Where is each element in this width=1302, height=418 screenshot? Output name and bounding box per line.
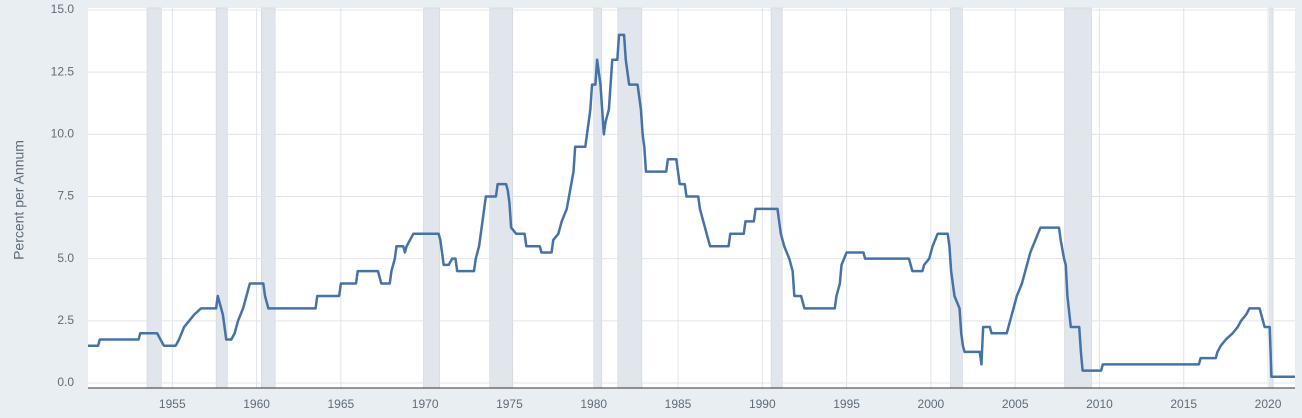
x-tick-label: 1980 <box>580 397 607 411</box>
y-tick-label: 10.0 <box>51 127 75 141</box>
y-tick-label: 0.0 <box>57 375 74 389</box>
data-line <box>88 33 1295 379</box>
recession-band <box>423 7 440 389</box>
recession-band <box>146 7 162 389</box>
x-tick-label: 1975 <box>496 397 523 411</box>
x-tick-label: 1955 <box>159 397 186 411</box>
recession-band <box>261 7 276 389</box>
plot-area <box>88 8 1295 388</box>
y-tick-label: 7.5 <box>57 189 74 203</box>
x-tick-label: 1970 <box>412 397 439 411</box>
y-tick-label: 5.0 <box>57 251 74 265</box>
x-tick-label: 1995 <box>833 397 860 411</box>
y-tick-label: 2.5 <box>57 313 74 327</box>
x-tick-label: 2020 <box>1255 397 1282 411</box>
x-tick-label: 1965 <box>328 397 355 411</box>
y-tick-label: 15.0 <box>51 2 75 16</box>
recession-band <box>1064 7 1092 389</box>
x-tick-label: 1990 <box>749 397 776 411</box>
x-tick-label: 2000 <box>918 397 945 411</box>
x-tick-label: 1985 <box>665 397 692 411</box>
recession-band <box>617 7 643 389</box>
y-tick-label: 12.5 <box>51 64 75 78</box>
x-tick-label: 2010 <box>1086 397 1113 411</box>
x-tick-label: 2015 <box>1170 397 1197 411</box>
y-axis-label: Percent per Annum <box>11 140 27 260</box>
x-tick-label: 2005 <box>1002 397 1029 411</box>
recession-band <box>770 7 783 389</box>
x-tick-label: 1960 <box>243 397 270 411</box>
